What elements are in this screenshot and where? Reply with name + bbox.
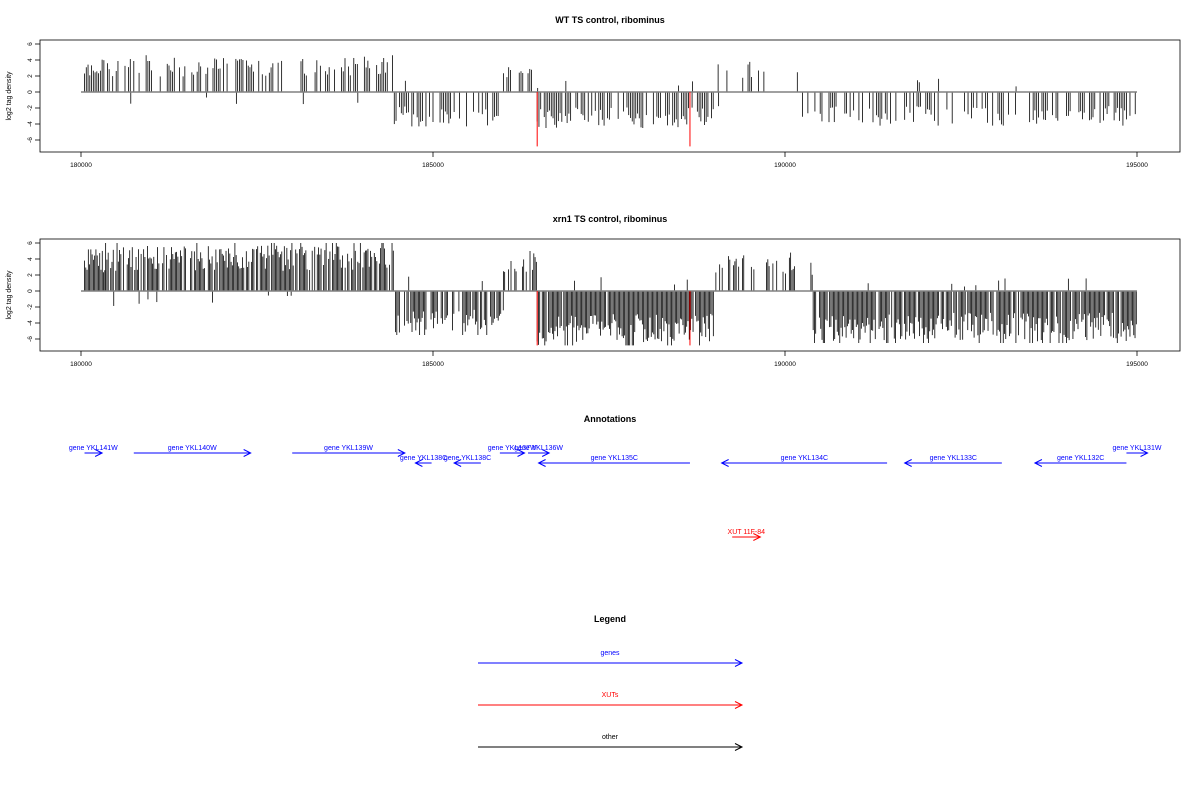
y-tick-label: -6 <box>27 137 34 143</box>
feature-arrow <box>732 533 762 541</box>
plot-frame <box>39 39 1181 153</box>
feature-label: gene YKL133C <box>930 455 977 462</box>
feature-label: gene YKL131W <box>1113 445 1162 452</box>
x-tick-label: 190000 <box>774 361 796 368</box>
feature-arrow <box>414 459 432 467</box>
xrn1-y-axis-label: log2 tag density <box>6 270 13 320</box>
wt-density-panel: WT TS control, ribominus log2 tag densit… <box>6 15 1181 169</box>
y-tick-label: 6 <box>27 241 34 245</box>
feature-label: gene YKL134C <box>781 455 828 462</box>
feature-arrow <box>84 449 104 457</box>
x-tick-label: 185000 <box>422 162 444 169</box>
y-tick-label: -2 <box>27 105 34 111</box>
y-tick-label: 6 <box>27 42 34 46</box>
xrn1-panel-title: xrn1 TS control, ribominus <box>553 214 668 224</box>
density-bars <box>84 243 1137 346</box>
legend: Legend genes XUTs other <box>478 614 744 751</box>
x-tick-label: 190000 <box>774 162 796 169</box>
feature-arrow <box>1033 459 1127 467</box>
legend-arrow <box>478 659 744 667</box>
y-tick-label: 0 <box>27 289 34 293</box>
y-tick-label: -4 <box>27 121 34 127</box>
feature-arrow <box>903 459 1002 467</box>
x-tick-label: 185000 <box>422 361 444 368</box>
legend-arrow <box>478 743 744 751</box>
y-tick-label: 4 <box>27 58 34 62</box>
feature-arrow <box>133 449 252 457</box>
feature-label: gene YKL137W <box>488 445 537 452</box>
y-tick-label: -4 <box>27 320 34 326</box>
feature-label: gene YKL139W <box>324 445 373 452</box>
feature-arrow <box>528 449 551 457</box>
wt-y-axis-label: log2 tag density <box>6 71 13 121</box>
y-tick-label: 4 <box>27 257 34 261</box>
density-bars <box>84 55 1136 128</box>
legend-label: XUTs <box>602 692 619 699</box>
y-tick-label: -6 <box>27 336 34 342</box>
feature-label: gene YKL136W <box>514 445 563 452</box>
x-tick-label: 195000 <box>1126 162 1148 169</box>
legend-arrow <box>478 701 744 709</box>
y-tick-label: 0 <box>27 90 34 94</box>
plot-frame <box>39 238 1181 352</box>
annotations-title: Annotations <box>584 414 637 424</box>
feature-arrow <box>1126 449 1149 457</box>
feature-arrow <box>720 459 888 467</box>
y-tick-label: 2 <box>27 74 34 78</box>
feature-label: gene YKL135C <box>591 455 638 462</box>
legend-label: genes <box>600 650 620 657</box>
y-tick-label: 2 <box>27 273 34 277</box>
feature-arrow <box>453 459 481 467</box>
feature-label: XUT 11F-84 <box>728 529 766 536</box>
x-tick-label: 195000 <box>1126 361 1148 368</box>
legend-label: other <box>602 734 619 741</box>
legend-title: Legend <box>594 614 626 624</box>
feature-arrow <box>499 449 526 457</box>
feature-arrow <box>292 449 406 457</box>
feature-label: gene YKL132C <box>1057 455 1104 462</box>
y-tick-label: -2 <box>27 304 34 310</box>
feature-label: gene YKL138C <box>444 455 491 462</box>
x-tick-label: 180000 <box>70 162 92 169</box>
xrn1-density-panel: xrn1 TS control, ribominus log2 tag dens… <box>6 214 1181 368</box>
feature-label: gene YKL138C <box>400 455 447 462</box>
feature-label: gene YKL140W <box>168 445 217 452</box>
feature-label: gene YKL141W <box>69 445 118 452</box>
annotation-track: Annotations gene YKL141W gene YKL140W gene… <box>69 414 1162 541</box>
x-tick-label: 180000 <box>70 361 92 368</box>
wt-panel-title: WT TS control, ribominus <box>555 15 665 25</box>
feature-arrow <box>537 459 690 467</box>
